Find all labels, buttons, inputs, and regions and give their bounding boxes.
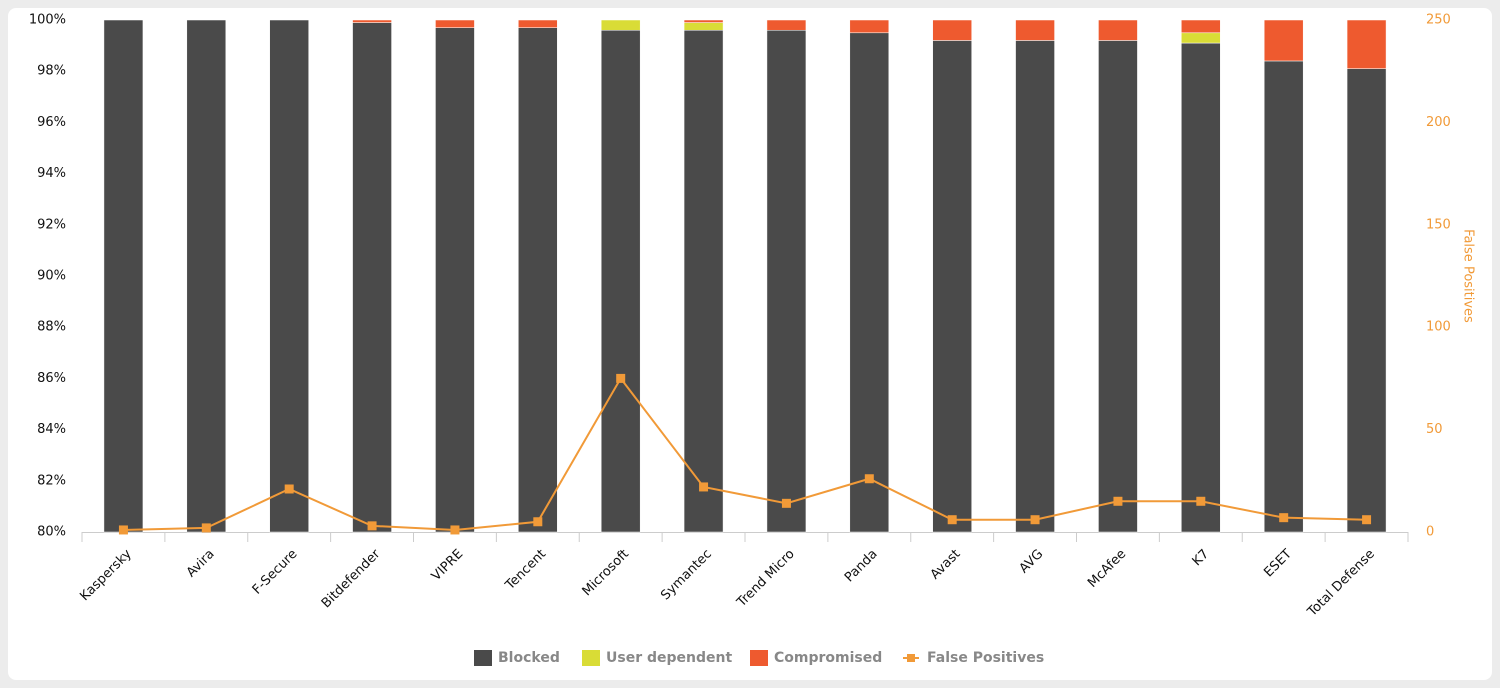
bar-segment bbox=[766, 19, 807, 31]
x-tick-label: Kaspersky bbox=[77, 546, 135, 604]
legend-label[interactable]: Blocked bbox=[498, 650, 560, 666]
line-marker bbox=[1279, 513, 1289, 523]
line-marker bbox=[1196, 496, 1206, 506]
line-marker bbox=[201, 523, 211, 533]
y2-tick-label: 250 bbox=[1426, 13, 1451, 28]
bar-segment bbox=[600, 19, 641, 31]
x-tick-label: Bitdefender bbox=[319, 546, 384, 611]
bar-segment bbox=[1263, 19, 1304, 62]
y-tick-label: 92% bbox=[37, 217, 66, 232]
x-tick-label: McAfee bbox=[1085, 547, 1129, 591]
bar-segment bbox=[849, 32, 890, 533]
legend-label[interactable]: False Positives bbox=[927, 650, 1044, 666]
x-tick-label: Tencent bbox=[502, 547, 549, 594]
y2-tick-label: 0 bbox=[1426, 525, 1434, 540]
line-marker bbox=[781, 498, 791, 508]
bar-segment bbox=[932, 19, 972, 41]
bar-segment bbox=[1181, 42, 1221, 533]
bar-segment bbox=[518, 19, 558, 28]
x-tick-label: AVG bbox=[1017, 547, 1047, 577]
x-tick-label: ESET bbox=[1261, 547, 1295, 581]
bar-segment bbox=[435, 27, 475, 533]
legend-swatch bbox=[750, 650, 768, 666]
y-tick-label: 94% bbox=[37, 166, 66, 181]
x-tick-label: K7 bbox=[1190, 547, 1212, 569]
x-tick-label: Trend Micro bbox=[734, 547, 798, 611]
y-tick-label: 90% bbox=[37, 269, 66, 284]
line-marker bbox=[118, 525, 128, 535]
bar-segment bbox=[1015, 40, 1055, 533]
bar-segment bbox=[683, 29, 724, 533]
line-marker bbox=[616, 373, 626, 383]
bar-segment bbox=[103, 19, 144, 533]
bar-segment bbox=[600, 29, 641, 533]
y-tick-label: 100% bbox=[29, 13, 66, 28]
line-marker bbox=[1362, 515, 1372, 525]
legend-label[interactable]: User dependent bbox=[606, 650, 732, 666]
line-marker bbox=[864, 474, 874, 484]
line bbox=[123, 376, 1367, 531]
legend-swatch bbox=[582, 650, 600, 666]
bar-segment bbox=[1098, 40, 1138, 533]
line-marker bbox=[367, 521, 377, 531]
line-marker bbox=[1113, 496, 1123, 506]
bar-segment bbox=[1098, 19, 1138, 41]
bar-segment bbox=[518, 27, 558, 533]
y2-tick-label: 100 bbox=[1426, 320, 1451, 335]
y-tick-label: 86% bbox=[37, 371, 66, 386]
line-marker bbox=[947, 515, 957, 525]
bar-segment bbox=[1015, 19, 1055, 41]
bar-segment bbox=[352, 22, 392, 533]
bar-segment bbox=[1346, 68, 1387, 533]
y-tick-label: 82% bbox=[37, 473, 66, 488]
bar-segment bbox=[683, 22, 724, 31]
bar-segment bbox=[1263, 60, 1304, 533]
y2-axis-title: False Positives bbox=[1461, 229, 1476, 323]
legend-marker bbox=[907, 654, 915, 662]
x-tick-label: F-Secure bbox=[250, 547, 301, 598]
bar-segment bbox=[269, 19, 309, 533]
y-tick-label: 98% bbox=[37, 64, 66, 79]
x-tick-label: Avast bbox=[928, 547, 964, 583]
line-marker bbox=[284, 484, 294, 494]
bar-segment bbox=[1181, 32, 1221, 44]
line-marker bbox=[1030, 515, 1040, 525]
bar-segment bbox=[1346, 19, 1387, 69]
card bbox=[8, 8, 1492, 680]
legend-label[interactable]: Compromised bbox=[774, 650, 882, 666]
y-tick-label: 88% bbox=[37, 320, 66, 335]
bar-segment bbox=[1181, 19, 1221, 34]
bar-segment bbox=[352, 19, 392, 23]
y-tick-label: 84% bbox=[37, 422, 66, 437]
y2-tick-label: 150 bbox=[1426, 217, 1451, 232]
x-tick-label: VIPRE bbox=[429, 547, 466, 584]
bar-segment bbox=[849, 19, 890, 34]
x-tick-label: Microsoft bbox=[580, 547, 632, 599]
x-tick-label: Avira bbox=[184, 547, 218, 581]
y2-tick-label: 50 bbox=[1426, 422, 1443, 437]
line-marker bbox=[450, 525, 460, 535]
y-tick-label: 80% bbox=[37, 525, 66, 540]
bar-segment bbox=[435, 19, 475, 28]
bar-segment bbox=[186, 19, 227, 533]
line-marker bbox=[699, 482, 709, 492]
line-marker bbox=[533, 517, 543, 527]
y2-tick-label: 200 bbox=[1426, 115, 1451, 130]
bar-segment bbox=[683, 19, 724, 23]
bar-segment bbox=[766, 29, 807, 533]
x-tick-label: Total Defense bbox=[1304, 547, 1378, 621]
y-tick-label: 96% bbox=[37, 115, 66, 130]
x-tick-label: Panda bbox=[842, 547, 881, 586]
bar-segment bbox=[932, 40, 972, 533]
x-tick-label: Symantec bbox=[658, 547, 715, 604]
legend-swatch bbox=[474, 650, 492, 666]
